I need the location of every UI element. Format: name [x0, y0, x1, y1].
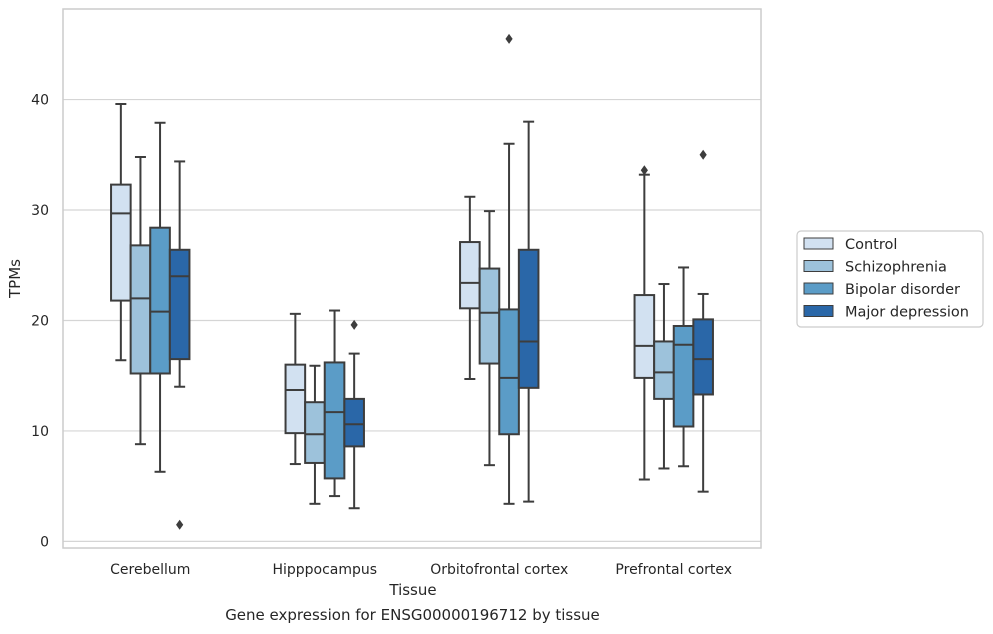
- y-axis-label: TPMs: [6, 259, 24, 299]
- iqr-box: [653, 340, 675, 400]
- outlier-point: [176, 519, 184, 530]
- y-tick-label: 10: [31, 424, 49, 440]
- iqr-box: [168, 248, 191, 361]
- box-schizophrenia: [129, 156, 152, 446]
- box-control: [459, 195, 481, 381]
- iqr-box: [149, 226, 171, 375]
- iqr-box: [110, 183, 132, 302]
- x-axis-ticks: Cerebellum Hipppocampus Orbitofrontal cort…: [110, 562, 732, 578]
- chart-caption: Gene expression for ENSG00000196712 by t…: [225, 606, 600, 624]
- box-major-depression: [692, 149, 714, 493]
- legend-swatch: [803, 260, 834, 272]
- y-axis-ticks: 0 10 20 30 40: [31, 93, 49, 551]
- box-control: [633, 165, 656, 481]
- outlier-point: [640, 165, 648, 176]
- iqr-box: [304, 401, 326, 464]
- legend-label: Control: [845, 237, 897, 253]
- iqr-box: [343, 397, 365, 448]
- legend: Control Schizophrenia Bipolar disorder Majo…: [796, 230, 984, 328]
- y-tick-label: 20: [31, 313, 49, 329]
- iqr-box: [672, 324, 695, 428]
- legend-frame: [796, 230, 984, 328]
- y-tick-label: 0: [40, 534, 49, 550]
- iqr-box: [633, 294, 656, 379]
- box-bipolar-disorder: [498, 33, 520, 505]
- legend-swatch: [803, 237, 834, 250]
- iqr-box: [498, 308, 520, 436]
- outlier-point: [699, 149, 707, 160]
- legend-swatch: [803, 305, 834, 317]
- legend-swatch: [803, 282, 834, 295]
- y-tick-label: 40: [31, 93, 49, 109]
- x-tick-label: Cerebellum: [110, 562, 190, 578]
- box-schizophrenia: [653, 283, 675, 470]
- box-bipolar-disorder: [149, 121, 171, 473]
- box-schizophrenia: [478, 210, 501, 467]
- legend-label: Bipolar disorder: [845, 282, 960, 298]
- box-control: [284, 312, 307, 466]
- x-axis-label: Tissue: [388, 581, 436, 599]
- box-control: [110, 102, 132, 362]
- legend-label: Schizophrenia: [845, 260, 947, 276]
- legend-label: Major depression: [845, 305, 969, 321]
- outlier-point: [505, 33, 513, 44]
- y-tick-label: 30: [31, 203, 49, 219]
- outlier-point: [350, 319, 358, 330]
- iqr-box: [323, 361, 346, 480]
- iqr-box: [478, 267, 501, 365]
- iqr-box: [692, 318, 714, 396]
- iqr-box: [129, 244, 152, 375]
- box-schizophrenia: [304, 364, 326, 505]
- box-major-depression: [168, 160, 191, 530]
- box-bipolar-disorder: [672, 266, 695, 468]
- x-tick-label: Prefrontal cortex: [615, 562, 732, 578]
- box-major-depression: [517, 120, 540, 503]
- box-plot-marks: [110, 33, 714, 530]
- x-tick-label: Orbitofrontal cortex: [430, 562, 568, 578]
- x-tick-label: Hipppocampus: [272, 562, 377, 578]
- iqr-box: [459, 241, 481, 310]
- box-major-depression: [343, 319, 365, 510]
- plot-frame: [62, 8, 762, 549]
- box-bipolar-disorder: [323, 309, 346, 498]
- iqr-box: [284, 363, 307, 435]
- iqr-box: [517, 248, 540, 389]
